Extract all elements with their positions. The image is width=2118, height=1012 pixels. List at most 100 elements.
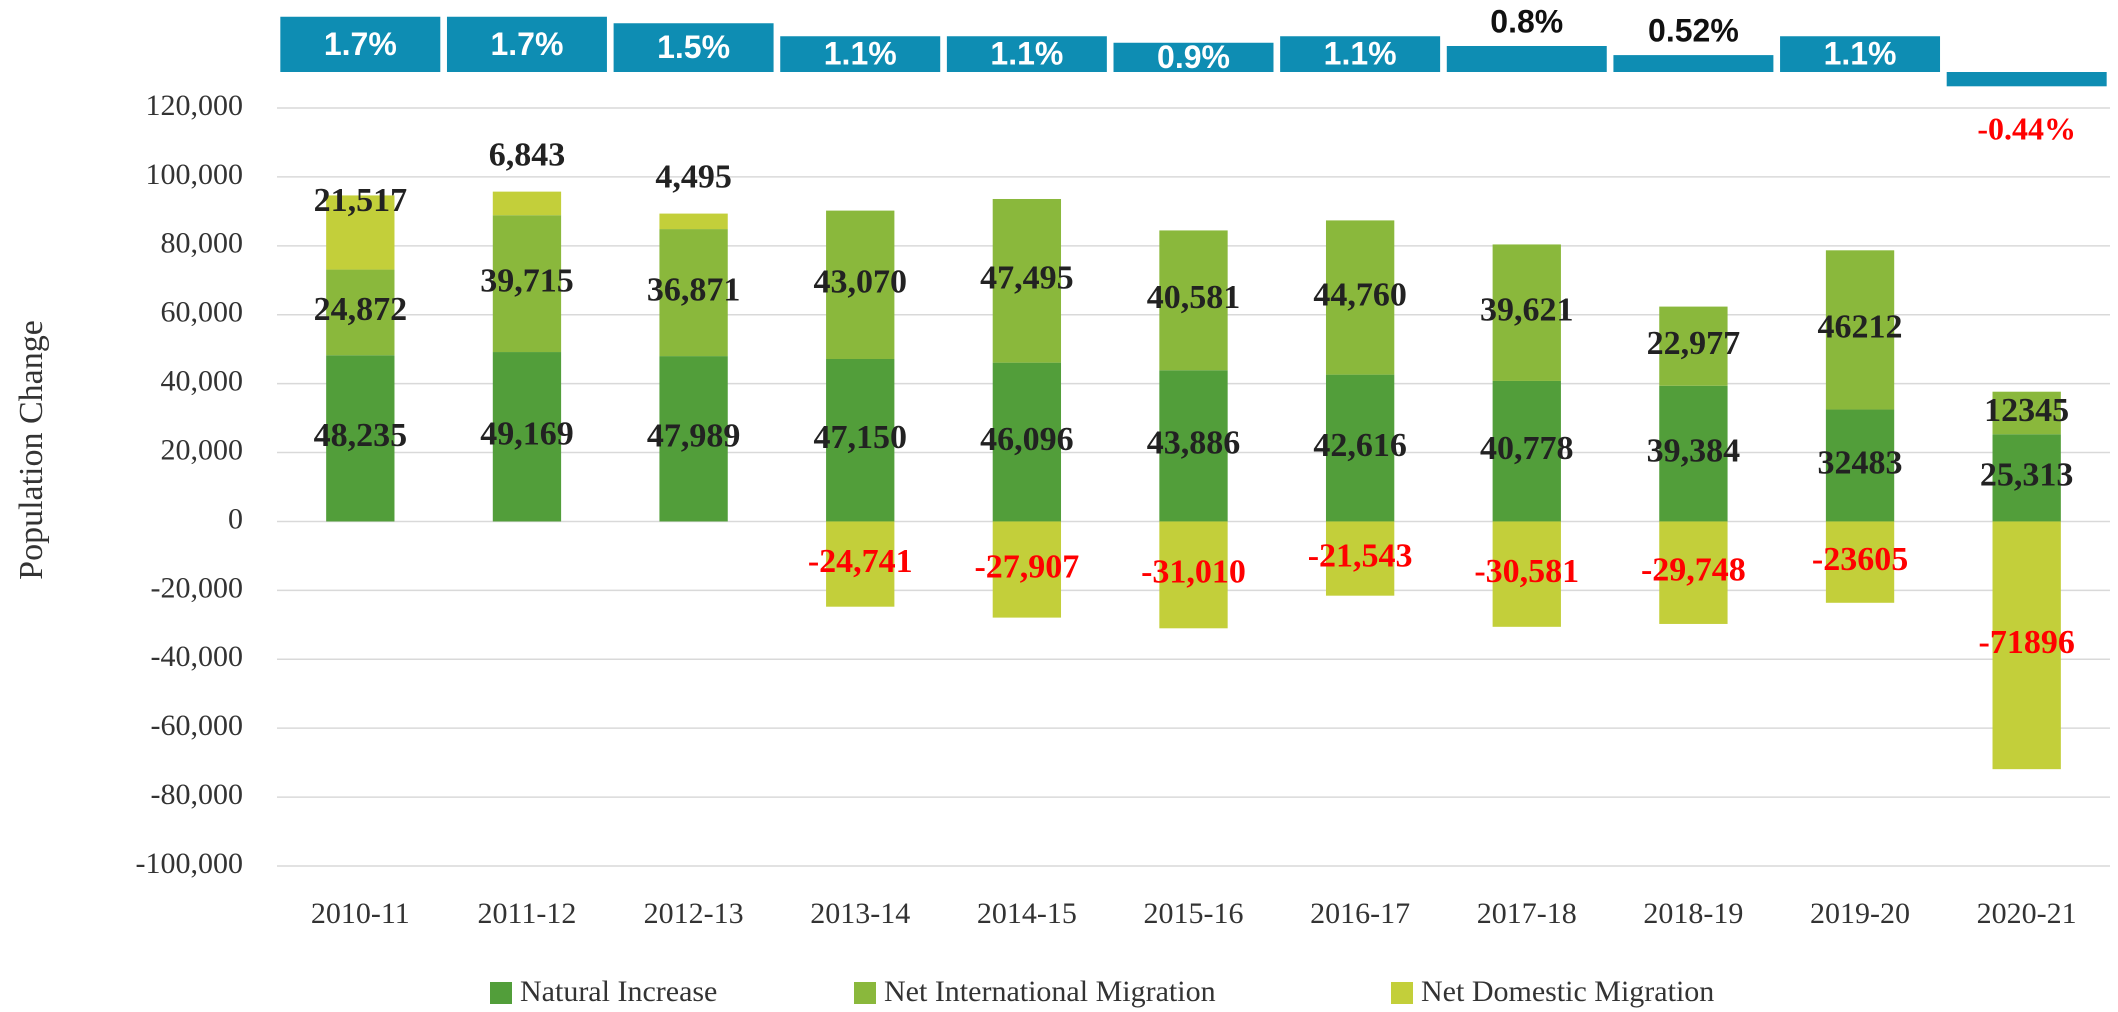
bar-segment [826, 210, 895, 360]
bar-segment [992, 362, 1062, 522]
data-label: 6,843 [489, 136, 566, 173]
growth-bar [1446, 46, 1607, 72]
x-tick-label: 2012-13 [644, 897, 744, 930]
legend-label: Net International Migration [884, 975, 1216, 1008]
data-label: 24,872 [314, 291, 408, 328]
data-label: 21,517 [314, 182, 408, 219]
y-tick-label: -80,000 [151, 778, 244, 811]
y-tick-label: 20,000 [161, 433, 244, 466]
y-tick-label: -40,000 [151, 640, 244, 673]
bar-segment [1825, 250, 1895, 410]
y-tick-label: -20,000 [151, 571, 244, 604]
growth-label: -0.44% [1977, 110, 2076, 146]
data-label: -23605 [1812, 541, 1908, 578]
growth-bar [280, 16, 441, 72]
bar-segment [1659, 306, 1728, 386]
data-label: 39,621 [1480, 291, 1574, 328]
data-label: 44,760 [1313, 276, 1407, 313]
y-tick-label: -100,000 [136, 847, 244, 880]
bar-segment [492, 215, 562, 353]
data-label: 22,977 [1647, 325, 1741, 362]
bar-segment [1325, 521, 1395, 596]
bar-segment [1159, 230, 1228, 371]
growth-bar [613, 23, 774, 72]
data-label: 36,871 [647, 271, 741, 308]
x-tick-label: 2020-21 [1977, 897, 2077, 930]
growth-label: 1.1% [1824, 36, 1897, 72]
growth-bar [1946, 72, 2107, 87]
legend-label: Net Domestic Migration [1421, 975, 1714, 1008]
bar-segment [1992, 434, 2061, 522]
growth-label: 1.1% [990, 36, 1063, 72]
bar-segment [1659, 385, 1728, 522]
growth-bar [780, 36, 941, 72]
x-tick-label: 2013-14 [810, 897, 910, 930]
x-tick-label: 2017-18 [1477, 897, 1577, 930]
bar-segment [659, 356, 728, 522]
x-tick-label: 2011-12 [478, 897, 577, 930]
growth-label: 0.9% [1157, 39, 1230, 75]
y-tick-label: 40,000 [161, 365, 244, 398]
bar-segment [826, 521, 895, 607]
y-tick-label: 100,000 [146, 158, 244, 191]
data-label: 47,150 [813, 419, 907, 456]
x-tick-label: 2019-20 [1810, 897, 1910, 930]
y-axis-label: Population Change [13, 320, 50, 580]
growth-bar [1280, 36, 1441, 72]
y-tick-label: 120,000 [146, 89, 244, 122]
data-label: 46,096 [980, 421, 1074, 458]
bar-segment [326, 195, 395, 270]
data-label: 12345 [1984, 392, 2069, 429]
data-label: 39,384 [1647, 432, 1741, 469]
bar-segment [1659, 521, 1728, 624]
growth-label: 1.5% [657, 29, 730, 65]
data-label: 49,169 [480, 416, 574, 453]
bar-segment [1492, 244, 1561, 381]
y-tick-label: 0 [228, 502, 243, 535]
data-label: -24,741 [808, 543, 913, 580]
data-label: 25,313 [1980, 457, 2074, 494]
bar-segment [826, 359, 895, 522]
bar-segment [1825, 521, 1895, 603]
bar-segment [992, 198, 1062, 363]
bar-segment [492, 352, 562, 522]
data-label: 40,581 [1147, 279, 1241, 316]
data-label: 40,778 [1480, 430, 1574, 467]
data-label: -27,907 [974, 548, 1079, 585]
bar-segment [326, 355, 395, 522]
bar-segment [492, 191, 562, 216]
data-label: -29,748 [1641, 551, 1746, 588]
growth-bar [1113, 42, 1274, 72]
data-label: 32483 [1818, 444, 1903, 481]
growth-label: 1.1% [824, 36, 897, 72]
bar-segment [1325, 220, 1395, 375]
bar-segment [1159, 370, 1228, 522]
data-label: 47,495 [980, 260, 1074, 297]
bar-segment [1992, 521, 2061, 770]
legend-swatch [1391, 982, 1413, 1004]
bar-segment [1492, 380, 1561, 522]
legend-swatch [490, 982, 512, 1004]
bar-segment [1492, 521, 1561, 627]
y-tick-label: -60,000 [151, 709, 244, 742]
x-tick-label: 2010-11 [311, 897, 410, 930]
data-label: 42,616 [1313, 427, 1407, 464]
legend-label: Natural Increase [520, 975, 717, 1008]
data-label: 4,495 [655, 158, 732, 195]
growth-bar [1780, 36, 1941, 72]
data-label: 48,235 [314, 417, 408, 454]
data-label: 46212 [1818, 309, 1903, 346]
x-tick-label: 2018-19 [1643, 897, 1743, 930]
growth-bar [946, 36, 1107, 72]
growth-label: 1.7% [324, 26, 397, 62]
growth-label: 1.1% [1324, 36, 1397, 72]
growth-bar [1613, 55, 1774, 72]
data-label: -31,010 [1141, 554, 1246, 591]
x-tick-label: 2015-16 [1144, 897, 1244, 930]
data-label: 43,886 [1147, 425, 1241, 462]
bar-segment [326, 269, 395, 356]
bar-segment [659, 213, 728, 230]
y-tick-label: 80,000 [161, 227, 244, 260]
growth-label: 0.52% [1648, 13, 1739, 49]
legend-swatch [854, 982, 876, 1004]
